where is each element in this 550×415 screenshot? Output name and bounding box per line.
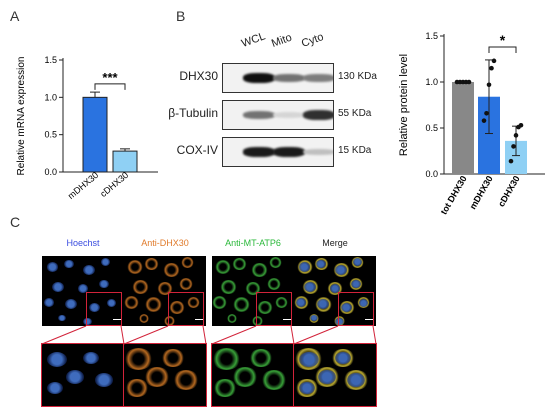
- bar-tot-DHX30: [452, 82, 474, 174]
- micrograph: [42, 256, 124, 326]
- roi-box: [168, 292, 204, 326]
- scale-bar: [113, 319, 121, 320]
- roi-box: [256, 292, 292, 326]
- channel-label: Anti-MT-ATP6: [225, 238, 281, 248]
- scale-bar: [195, 319, 203, 320]
- significance-a: ***: [102, 70, 118, 85]
- roi-box: [338, 292, 374, 326]
- zoom-line-right: [372, 325, 377, 345]
- data-point: [518, 122, 524, 128]
- channel-label: Merge: [322, 238, 348, 248]
- zoom-line-right: [290, 325, 295, 345]
- data-point: [513, 133, 519, 138]
- micrograph: [124, 256, 206, 326]
- y-tick-label-b: 1.5: [425, 31, 438, 41]
- zoom-line-left: [211, 325, 257, 345]
- zoom-line-right: [202, 325, 207, 345]
- y-tick-label-a: 1.0: [44, 92, 57, 102]
- bar-cDHX30: [505, 140, 527, 174]
- y-tick-label-a: 0.0: [44, 167, 57, 177]
- scale-bar: [365, 319, 373, 320]
- zoom-micrograph: [211, 343, 295, 407]
- data-point: [511, 144, 516, 149]
- significance-b: *: [500, 32, 506, 48]
- data-point: [508, 158, 514, 164]
- zoom-line-left: [293, 325, 339, 345]
- zoom-micrograph: [123, 343, 207, 407]
- y-tick-label-a: 1.5: [44, 55, 57, 65]
- roi-box: [86, 292, 122, 326]
- y-axis-label-b: Relative protein level: [398, 54, 410, 156]
- micrograph: [294, 256, 376, 326]
- y-tick-label-b: 0.5: [425, 123, 438, 133]
- panel-letter-b: B: [176, 8, 186, 24]
- data-point: [484, 110, 489, 116]
- zoom-micrograph: [41, 343, 125, 407]
- significance-bracket-a: [94, 83, 126, 90]
- panel-letter-a: A: [10, 8, 20, 24]
- significance-bracket-b: [488, 46, 517, 54]
- y-tick-label-b: 1.0: [425, 77, 438, 87]
- data-point: [486, 82, 492, 88]
- data-point: [489, 65, 494, 71]
- channel-label: Anti-DHX30: [141, 238, 189, 248]
- y-tick-label-a: 0.5: [44, 130, 57, 140]
- data-point: [481, 118, 487, 123]
- panel-letter-c: C: [10, 214, 21, 230]
- channel-label: Hoechst: [66, 238, 100, 248]
- data-point: [491, 58, 497, 64]
- bar-mDHX30: [478, 96, 500, 174]
- y-axis-label-a: Relative mRNA expression: [16, 57, 27, 176]
- zoom-line-left: [41, 325, 87, 345]
- zoom-line-left: [123, 325, 169, 345]
- zoom-line-right: [120, 325, 125, 345]
- data-point: [466, 79, 472, 85]
- y-tick-label-b: 0.0: [425, 169, 438, 179]
- micrograph: [212, 256, 294, 326]
- zoom-micrograph: [293, 343, 377, 407]
- scale-bar: [283, 319, 291, 320]
